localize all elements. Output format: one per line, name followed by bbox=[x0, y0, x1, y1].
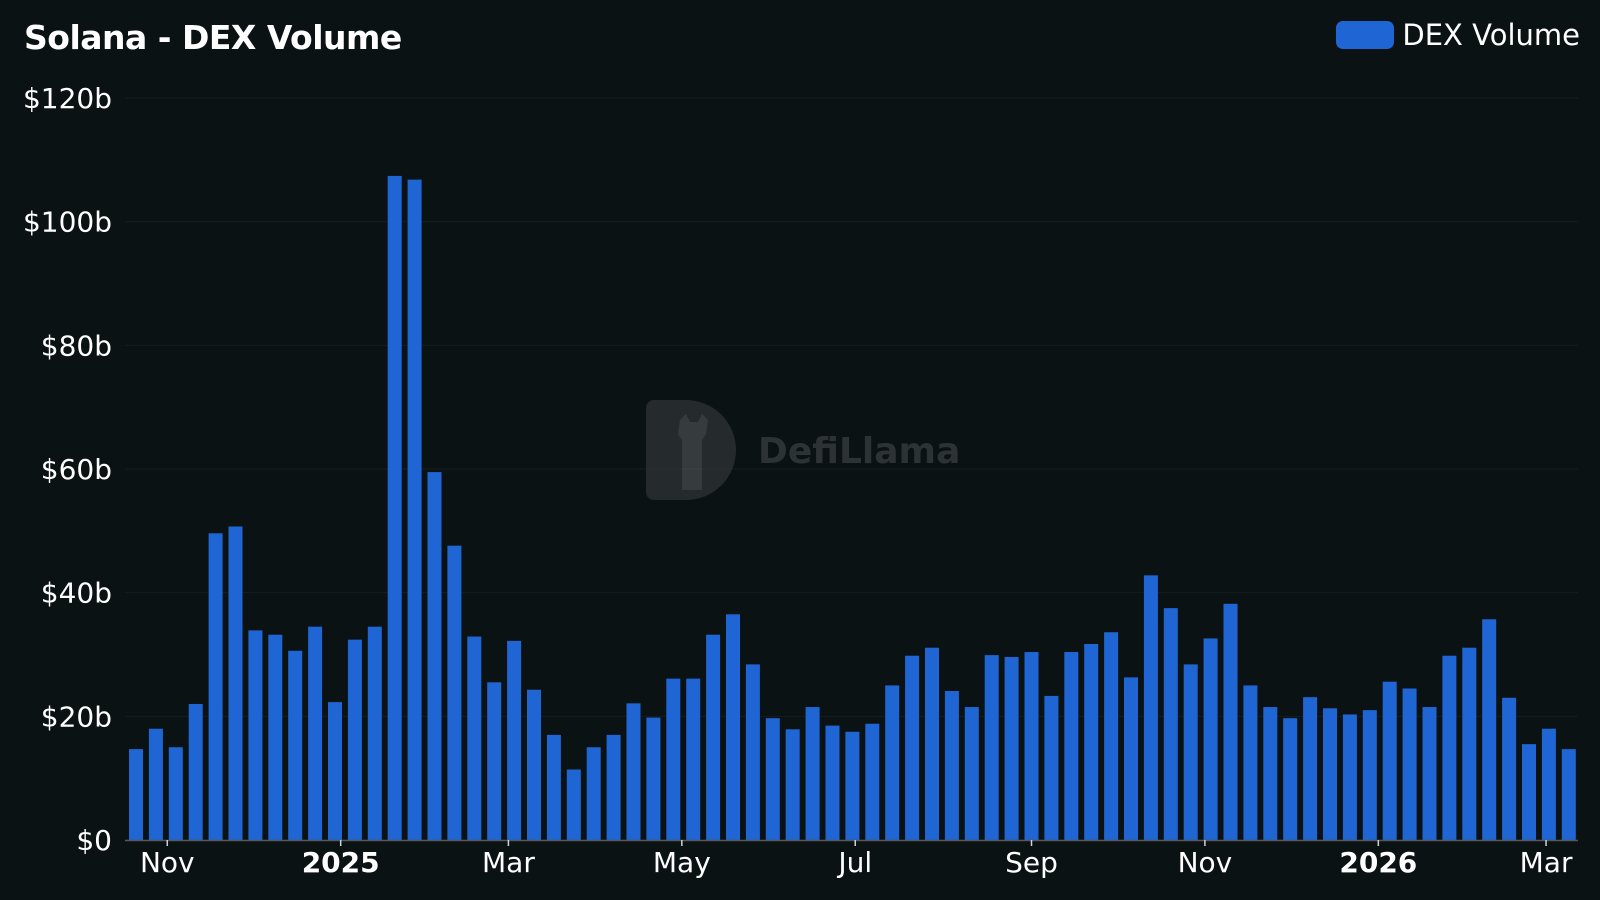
bar[interactable] bbox=[1482, 619, 1497, 840]
bar[interactable] bbox=[865, 723, 880, 840]
y-tick-label: $60b bbox=[41, 453, 112, 486]
defillama-watermark: DefiLlama bbox=[646, 400, 960, 500]
y-tick-label: $20b bbox=[41, 700, 112, 733]
legend[interactable]: DEX Volume bbox=[1336, 18, 1580, 52]
bar[interactable] bbox=[706, 634, 721, 840]
bar[interactable] bbox=[1044, 695, 1059, 840]
y-tick-label: $40b bbox=[41, 577, 112, 610]
bar[interactable] bbox=[427, 472, 442, 840]
bar[interactable] bbox=[1402, 688, 1417, 840]
bar[interactable] bbox=[825, 725, 840, 840]
bar[interactable] bbox=[566, 769, 581, 840]
bar[interactable] bbox=[586, 747, 601, 840]
legend-swatch bbox=[1336, 21, 1395, 49]
y-tick-label: $80b bbox=[41, 329, 112, 362]
x-tick-label: Nov bbox=[140, 846, 195, 879]
bar[interactable] bbox=[268, 634, 283, 840]
bar[interactable] bbox=[984, 655, 999, 840]
bar[interactable] bbox=[248, 630, 263, 840]
x-tick-label: Sep bbox=[1005, 846, 1058, 879]
x-tick-label: May bbox=[653, 846, 711, 879]
bar[interactable] bbox=[1064, 652, 1079, 840]
bar[interactable] bbox=[407, 179, 422, 840]
bar[interactable] bbox=[1143, 575, 1158, 840]
bar[interactable] bbox=[944, 690, 959, 840]
bar[interactable] bbox=[626, 703, 641, 840]
bar[interactable] bbox=[646, 717, 661, 840]
bar[interactable] bbox=[367, 626, 382, 840]
y-tick-label: $0 bbox=[76, 824, 112, 857]
bar[interactable] bbox=[1362, 710, 1377, 840]
bar[interactable] bbox=[765, 718, 780, 840]
bar[interactable] bbox=[606, 734, 621, 840]
bar[interactable] bbox=[1183, 664, 1198, 840]
bar[interactable] bbox=[1502, 697, 1517, 840]
bar[interactable] bbox=[507, 640, 522, 840]
bar[interactable] bbox=[467, 636, 482, 840]
y-tick-label: $120b bbox=[23, 82, 112, 115]
bar[interactable] bbox=[447, 545, 462, 840]
bar[interactable] bbox=[328, 702, 342, 840]
bar[interactable] bbox=[129, 749, 143, 840]
chart-title: Solana - DEX Volume bbox=[24, 18, 402, 57]
bar[interactable] bbox=[1303, 697, 1318, 840]
bar[interactable] bbox=[1342, 714, 1357, 840]
bar[interactable] bbox=[1522, 744, 1536, 840]
x-tick-label: Mar bbox=[1520, 846, 1573, 879]
bar[interactable] bbox=[527, 689, 541, 840]
bar[interactable] bbox=[1462, 647, 1477, 840]
bar[interactable] bbox=[785, 729, 800, 840]
bar[interactable] bbox=[387, 175, 402, 840]
bar[interactable] bbox=[885, 685, 900, 840]
bar[interactable] bbox=[964, 707, 979, 840]
y-tick-label: $100b bbox=[23, 206, 112, 239]
bar[interactable] bbox=[1323, 708, 1337, 840]
bar[interactable] bbox=[188, 703, 203, 840]
x-tick-label: Jul bbox=[836, 846, 872, 879]
bar[interactable] bbox=[208, 533, 223, 840]
bar[interactable] bbox=[347, 639, 362, 840]
bar[interactable] bbox=[745, 664, 760, 840]
bar[interactable] bbox=[1442, 655, 1457, 840]
bar[interactable] bbox=[805, 707, 820, 840]
bar[interactable] bbox=[1243, 685, 1258, 840]
x-tick-label: Mar bbox=[482, 846, 535, 879]
bar[interactable] bbox=[1024, 652, 1039, 840]
x-tick-label: Nov bbox=[1178, 846, 1233, 879]
bar[interactable] bbox=[308, 626, 323, 840]
x-tick-label: 2026 bbox=[1339, 846, 1417, 879]
bar[interactable] bbox=[288, 650, 303, 840]
bar[interactable] bbox=[1541, 728, 1556, 840]
bar[interactable] bbox=[1084, 643, 1099, 840]
bar[interactable] bbox=[1104, 632, 1119, 840]
bar[interactable] bbox=[726, 614, 740, 840]
bar[interactable] bbox=[1004, 656, 1019, 840]
bar[interactable] bbox=[1223, 603, 1238, 840]
x-tick-label: 2025 bbox=[302, 846, 380, 879]
bar[interactable] bbox=[925, 647, 939, 840]
legend-label: DEX Volume bbox=[1402, 18, 1580, 52]
bar[interactable] bbox=[1163, 608, 1178, 840]
bar[interactable] bbox=[1283, 718, 1298, 840]
bar[interactable] bbox=[686, 678, 701, 840]
bar[interactable] bbox=[666, 678, 681, 840]
bar[interactable] bbox=[1263, 707, 1278, 840]
bar[interactable] bbox=[228, 526, 243, 840]
bar[interactable] bbox=[1561, 749, 1576, 840]
watermark-text: DefiLlama bbox=[758, 431, 960, 472]
bar[interactable] bbox=[845, 731, 860, 840]
bar[interactable] bbox=[168, 747, 183, 840]
bar[interactable] bbox=[487, 682, 502, 840]
bar[interactable] bbox=[546, 734, 561, 840]
bar[interactable] bbox=[1382, 681, 1397, 840]
bar[interactable] bbox=[148, 728, 163, 840]
bar[interactable] bbox=[1124, 677, 1138, 840]
bar[interactable] bbox=[905, 655, 920, 840]
bar[interactable] bbox=[1422, 707, 1437, 840]
bar[interactable] bbox=[1203, 638, 1218, 840]
